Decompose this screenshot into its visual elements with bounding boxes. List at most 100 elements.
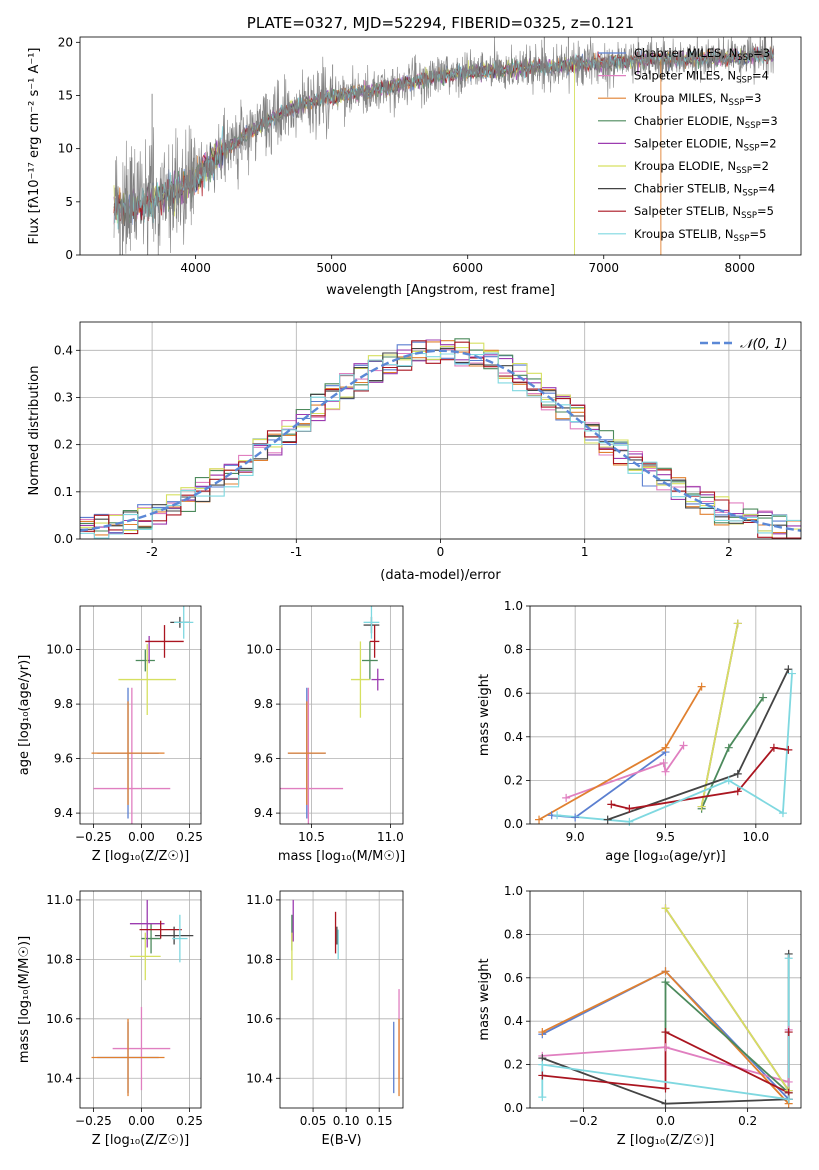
y-tick-label: 10.6	[46, 1012, 73, 1026]
x-tick-label: 10.5	[298, 830, 325, 844]
y-tick-label: 1.0	[504, 599, 523, 613]
weight-line	[700, 623, 739, 807]
weight-marker	[661, 743, 670, 752]
x-tick-label: 0.25	[176, 830, 203, 844]
weight-marker	[784, 745, 793, 754]
weight-marker	[625, 817, 634, 826]
x-tick-label: 6000	[452, 261, 483, 275]
weight-marker	[661, 978, 670, 987]
y-tick-label: 9.4	[254, 806, 273, 820]
age-vs-mass-axes: 10.5 11.0 9.4 9.6 9.8 10.0	[246, 606, 404, 844]
observed-spectrum-line	[113, 37, 775, 255]
y-tick-label: 0	[65, 248, 73, 262]
axes-frame	[79, 36, 802, 256]
y-tick-label: 9.8	[54, 697, 73, 711]
legend-entry: Chabrier ELODIE, NSSP=3	[634, 114, 778, 131]
y-tick-label: 10.8	[246, 952, 273, 966]
y-tick-label: 9.4	[54, 806, 73, 820]
y-tick-label: 11.0	[46, 893, 73, 907]
weight-marker	[679, 741, 688, 750]
y-tick-label: 0.2	[54, 438, 73, 452]
axes-frame	[529, 605, 802, 825]
y-tick-label: 0.4	[504, 1014, 523, 1028]
y-tick-label: 10.6	[246, 1012, 273, 1026]
y-tick-label: 0.2	[504, 773, 523, 787]
y-tick-label: 0.0	[54, 532, 73, 546]
normal-curve	[80, 349, 801, 532]
x-tick-label: 0.10	[333, 1114, 360, 1128]
y-tick-label: 9.6	[254, 752, 273, 766]
weight-marker	[733, 769, 742, 778]
x-axis-label: wavelength [Angstrom, rest frame]	[326, 283, 555, 298]
weight-line	[565, 744, 685, 799]
weight-marker	[661, 904, 670, 913]
spectrum-axes: 4000 5000 6000 7000 8000 0 5 10 15 20	[58, 35, 755, 275]
weight-marker	[603, 815, 612, 824]
weight-marker	[661, 967, 670, 976]
x-tick-label: 9.5	[656, 830, 675, 844]
residual-histogram-plot	[80, 338, 801, 539]
weight-marker	[538, 1060, 547, 1069]
legend-entry: Chabrier STELIB, NSSP=4	[634, 182, 775, 199]
x-tick-label: 10.0	[742, 830, 769, 844]
y-tick-label: 10.0	[46, 643, 73, 657]
y-tick-label: 10.4	[46, 1071, 73, 1085]
age-vs-Z-axes: −0.25 0.00 0.25 9.4 9.6 9.8 10.0	[46, 606, 203, 844]
x-tick-label: 0.0	[656, 1114, 675, 1128]
y-tick-label: 0.1	[54, 485, 73, 499]
y-tick-label: 0.8	[504, 643, 523, 657]
x-tick-label: 9.0	[566, 830, 585, 844]
axes-frame	[279, 605, 404, 825]
spectrum-legend: Chabrier MILES, NSSP=3 Salpeter MILES, NS…	[598, 46, 778, 244]
x-tick-label: -2	[146, 545, 158, 559]
x-tick-label: −0.25	[75, 830, 112, 844]
weight-marker	[769, 743, 778, 752]
weight-marker	[784, 665, 793, 674]
legend-entry: Salpeter ELODIE, NSSP=2	[634, 136, 777, 153]
y-tick-label: 5	[65, 195, 73, 209]
legend-entry: 𝒩(0, 1)	[740, 337, 787, 352]
age-vs-mass-plot	[280, 606, 385, 824]
y-tick-label: 0.0	[504, 817, 523, 831]
x-tick-label: 0.00	[128, 830, 155, 844]
weight-marker	[538, 1071, 547, 1080]
legend-entry: Kroupa STELIB, NSSP=5	[634, 227, 766, 244]
weight-marker	[553, 811, 562, 820]
spectrum-title: PLATE=0327, MJD=52294, FIBERID=0325, z=0…	[247, 14, 634, 32]
weight-marker	[697, 802, 706, 811]
y-tick-label: 20	[58, 35, 73, 49]
y-tick-label: 0.2	[504, 1058, 523, 1072]
y-tick-label: 9.8	[254, 697, 273, 711]
histogram-step	[80, 339, 801, 535]
legend-entry: Kroupa MILES, NSSP=3	[634, 91, 761, 108]
y-tick-label: 0.4	[504, 730, 523, 744]
y-tick-label: 1.0	[504, 884, 523, 898]
x-tick-label: 0.2	[738, 1114, 757, 1128]
legend-entry: Salpeter MILES, NSSP=4	[634, 69, 769, 86]
weight-marker	[759, 693, 768, 702]
y-tick-label: 0.8	[504, 927, 523, 941]
weight-marker	[724, 776, 733, 785]
x-tick-label: 0.00	[128, 1114, 155, 1128]
y-tick-label: 0.4	[54, 343, 73, 357]
y-tick-label: 11.0	[246, 893, 273, 907]
weight-line	[557, 673, 793, 823]
y-tick-label: 0.0	[504, 1101, 523, 1115]
axes-frame	[279, 890, 404, 1109]
y-tick-label: 0.3	[54, 390, 73, 404]
x-axis-label: Z [log₁₀(Z/Z☉)]	[92, 849, 189, 864]
y-tick-label: 10.8	[46, 952, 73, 966]
weight-marker	[659, 758, 668, 767]
x-tick-label: 4000	[180, 261, 211, 275]
y-tick-label: 0.6	[504, 686, 523, 700]
x-axis-label: E(B-V)	[321, 1133, 361, 1148]
x-axis-label: Z [log₁₀(Z/Z☉)]	[617, 1133, 714, 1148]
y-axis-label: age [log₁₀(age/yr)]	[17, 655, 32, 776]
massweight-vs-Z-axes: −0.2 0.0 0.2 0.0 0.2 0.4 0.6 0.8 1.0	[504, 884, 801, 1128]
x-tick-label: -1	[290, 545, 302, 559]
x-tick-label: 5000	[316, 261, 347, 275]
x-tick-label: 0	[437, 545, 445, 559]
weight-marker	[661, 1043, 670, 1052]
massweight-vs-age-axes: 9.0 9.5 10.0 0.0 0.2 0.4 0.6 0.8 1.0	[504, 599, 801, 844]
x-tick-label: 0.25	[176, 1114, 203, 1128]
